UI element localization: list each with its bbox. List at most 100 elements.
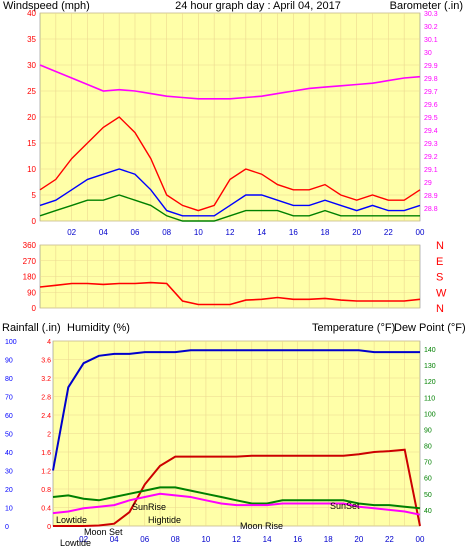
temperature-line [52,486,421,510]
temperature-y-tick-label: 100 [424,411,436,418]
x-tick-label: 10 [194,228,203,237]
direction-y-tick-label: 0 [32,304,37,313]
x-tick-label: 16 [289,228,298,237]
humidity-y-tick-label: 80 [5,376,13,383]
x-tick-label: 10 [201,535,210,544]
annotation-lowtide-1: Lowtide [56,515,87,525]
wind-y-tick-label: 35 [27,35,36,44]
barometer-axis-title: Barometer (.in) [390,0,463,12]
humidity-y-tick-label: 70 [5,395,13,402]
temperature-y-tick-label: 140 [424,347,436,354]
temperature-y-tick-label: 60 [424,476,432,483]
annotation-moon-rise: Moon Rise [240,521,283,531]
barometer-y-tick-label: 29.6 [424,102,438,109]
x-tick-label: 14 [263,535,272,544]
humidity-y-tick-label: 30 [5,469,13,476]
humidity-line [52,349,420,471]
wind-direction-line [39,281,421,306]
wind-y-tick-label: 20 [27,113,36,122]
barometer-y-tick-label: 30 [424,50,432,57]
humidity-axis-title: Humidity (%) [67,322,130,334]
barometer-y-tick-label: 29.8 [424,76,438,83]
x-tick-label: 18 [324,535,333,544]
wind-gust-line [39,116,421,212]
barometer-y-tick-label: 28.8 [424,206,438,213]
temperature-y-tick-label: 120 [424,379,436,386]
barometer-y-tick-label: 29.1 [424,167,438,174]
rainfall-y-tick-label: 1.6 [41,450,51,457]
x-tick-label: 22 [384,228,393,237]
rainfall-y-tick-label: 0.8 [41,487,51,494]
direction-y-tick-label: 360 [23,241,37,250]
direction-y-tick-label: 180 [23,273,37,282]
humidity-y-tick-label: 90 [5,358,13,365]
grid-lines [40,12,420,527]
wind-y-tick-label: 0 [32,217,37,226]
humidity-y-tick-label: 50 [5,432,13,439]
barometer-y-tick-label: 30.2 [424,24,438,31]
annotation-hightide: Hightide [148,515,181,525]
annotation-moon-set: Moon Set [84,527,123,537]
rainfall-y-tick-label: 2.8 [41,395,51,402]
data-series [39,64,421,527]
wind-y-tick-label: 5 [32,191,37,200]
barometer-y-tick-label: 29.5 [424,115,438,122]
dewpoint-line [52,492,421,516]
barometer-y-tick-label: 30.3 [424,11,438,18]
temperature-y-tick-label: 130 [424,363,436,370]
x-tick-label: 00 [416,228,425,237]
x-tick-label: 20 [354,535,363,544]
x-tick-label: 04 [110,535,119,544]
rainfall-y-tick-label: 2 [47,432,51,439]
rainfall-y-tick-label: 3.2 [41,376,51,383]
rainfall-y-tick-label: 3.6 [41,358,51,365]
wind-low-line [39,194,420,222]
dewpoint-axis-title: Dew Point (°F) [394,322,466,334]
axis-labels: 0202040406060808101012121414161618182020… [5,9,447,544]
rainfall-y-tick-label: 0.4 [41,506,51,513]
temperature-y-tick-label: 70 [424,460,432,467]
wind-y-tick-label: 10 [27,165,36,174]
x-tick-label: 12 [226,228,235,237]
temperature-axis-title: Temperature (°F) [312,322,395,334]
x-tick-label: 08 [162,228,171,237]
annotation-sunset: SunSet [330,501,360,511]
x-tick-label: 06 [131,228,140,237]
barometer-y-tick-label: 28.9 [424,193,438,200]
x-tick-label: 06 [140,535,149,544]
wind-average-line [39,168,421,217]
humidity-y-tick-label: 40 [5,450,13,457]
temperature-y-tick-label: 90 [424,427,432,434]
rainfall-y-tick-label: 2.4 [41,413,51,420]
barometer-y-tick-label: 29.7 [424,89,438,96]
wind-y-tick-label: 30 [27,61,36,70]
barometer-y-tick-label: 29.2 [424,154,438,161]
annotation-sunrise: SunRise [132,502,166,512]
x-tick-label: 14 [257,228,266,237]
barometer-y-tick-label: 30.1 [424,37,438,44]
windspeed-axis-title: Windspeed (mph) [3,0,90,12]
rainfall-y-tick-label: 1.2 [41,469,51,476]
x-tick-label: 12 [232,535,241,544]
wind-y-tick-label: 25 [27,87,36,96]
temperature-y-tick-label: 110 [424,395,435,402]
barometer-y-tick-label: 29.4 [424,128,438,135]
wind-y-tick-label: 40 [27,9,36,18]
x-tick-label: 16 [293,535,302,544]
rainfall-y-tick-label: 4 [47,339,51,346]
x-tick-label: 22 [385,535,394,544]
x-tick-label: 20 [352,228,361,237]
compass-label: N [436,240,444,252]
humidity-y-tick-label: 0 [5,524,9,531]
temperature-y-tick-label: 40 [424,508,432,515]
compass-label: S [436,272,443,284]
wind-y-tick-label: 15 [27,139,36,148]
annotation-lowtide-2: Lowtide [60,538,91,548]
humidity-y-tick-label: 10 [5,506,13,513]
barometer-y-tick-label: 29 [424,180,432,187]
x-tick-label: 18 [321,228,330,237]
x-tick-label: 04 [99,228,108,237]
compass-label: E [436,256,443,268]
humidity-y-tick-label: 20 [5,487,13,494]
compass-label: W [436,287,447,299]
